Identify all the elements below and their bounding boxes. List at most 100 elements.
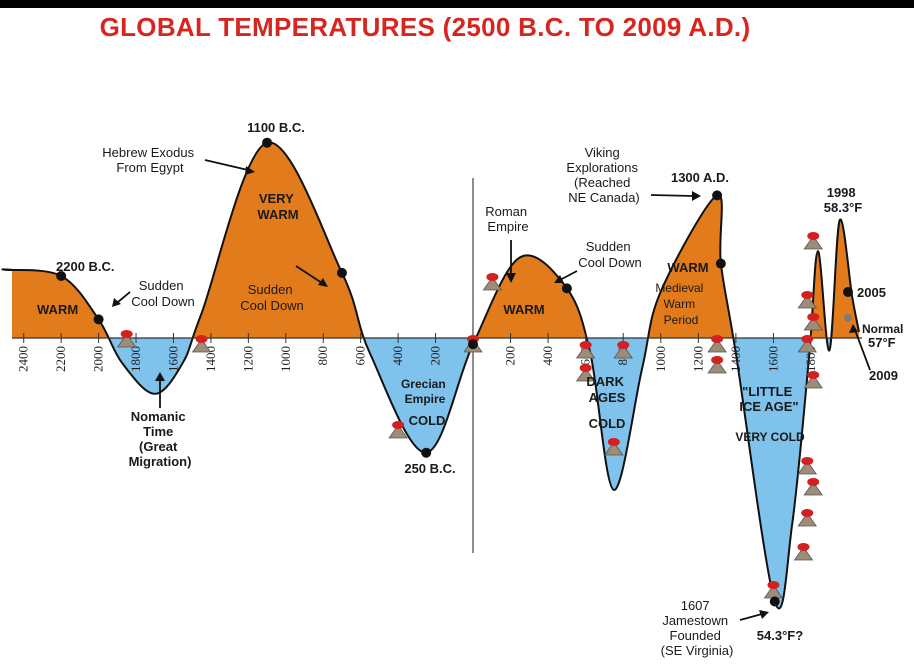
arrowhead-3 xyxy=(245,166,255,175)
volcano-icon xyxy=(763,581,784,599)
data-marker-dot-2005 xyxy=(843,287,853,297)
annotation-arrows xyxy=(117,159,871,621)
volcano-icon xyxy=(803,371,824,389)
tick-label-bc-1000: 1000 xyxy=(278,346,293,372)
chart-title: GLOBAL TEMPERATURES (2500 B.C. TO 2009 A… xyxy=(99,12,751,42)
sudden-cool-label-1: Sudden Cool Down xyxy=(131,278,195,309)
arrowhead-6 xyxy=(554,275,564,283)
data-marker-dot xyxy=(715,258,726,269)
arrowhead-2 xyxy=(155,372,165,381)
tick-label-bc-1800: 1800 xyxy=(128,346,143,372)
eruption-plume xyxy=(120,330,133,338)
marker-label-2200bc: 2200 B.C. xyxy=(56,259,115,274)
volcano-icon xyxy=(797,509,818,527)
eruption-plume xyxy=(807,313,820,321)
tick-label-bc-800: 800 xyxy=(315,346,330,366)
nomanic-label: Nomanic Time (Great Migration) xyxy=(129,409,192,469)
tick-label-ad-1400: 1400 xyxy=(728,346,743,372)
warm-label-1: WARM xyxy=(37,302,78,317)
dark-ages-label: DARK AGES xyxy=(586,374,627,405)
marker-label-250bc: 250 B.C. xyxy=(404,461,455,476)
tick-label-bc-400: 400 xyxy=(390,346,405,366)
warm-area xyxy=(2,142,859,338)
arrow-hebrew-exodus xyxy=(204,159,249,171)
tick-label-ad-1200: 1200 xyxy=(690,346,705,372)
eruption-plume xyxy=(807,371,820,379)
eruption-plume xyxy=(711,356,724,364)
sudden-cool-label-3: Sudden Cool Down xyxy=(578,239,642,270)
arrowhead-4 xyxy=(318,278,328,287)
tick-label-ad-1000: 1000 xyxy=(653,346,668,372)
arrow-2009 xyxy=(854,329,871,371)
marker-label-2009: 2009 xyxy=(869,368,898,383)
volcano-icon xyxy=(388,421,408,439)
eruption-plume xyxy=(801,509,814,517)
volcano-cone xyxy=(707,362,727,374)
data-marker-dot-2009 xyxy=(844,314,852,322)
arrow-jamestown xyxy=(739,613,763,621)
area-layer xyxy=(1,141,860,610)
volcano-icon xyxy=(803,313,824,331)
grecian-empire-label: Grecian Empire xyxy=(401,377,449,406)
eruption-plume xyxy=(617,341,630,349)
volcano-icon xyxy=(793,543,814,561)
jamestown-label: 1607 Jamestown Founded (SE Virginia) xyxy=(661,598,734,658)
viking-label: Viking Explorations (Reached NE Canada) xyxy=(566,145,641,205)
eruption-plume xyxy=(486,273,499,281)
very-warm-label: VERY WARM xyxy=(257,191,298,222)
volcano-icon xyxy=(191,335,212,353)
volcano-icon xyxy=(797,335,818,353)
eruption-plume xyxy=(801,291,814,299)
volcano-cone xyxy=(797,515,818,527)
arrow-sudden-cool-3 xyxy=(559,270,578,281)
volcano-icon xyxy=(707,335,727,353)
arrowhead-8 xyxy=(759,610,769,619)
volcano-cone xyxy=(707,341,727,353)
marker-layer xyxy=(56,137,853,607)
roman-empire-label: Roman Empire xyxy=(485,204,531,234)
data-marker-dot xyxy=(421,447,432,458)
marker-label-1100bc: 1100 B.C. xyxy=(247,120,305,135)
volcano-icon xyxy=(575,364,596,382)
volcano-icon xyxy=(797,291,818,309)
arrow-sudden-cool-1 xyxy=(117,291,131,303)
tick-label-bc-2200: 2200 xyxy=(53,346,68,372)
volcano-icon xyxy=(707,356,727,374)
volcano-cone xyxy=(803,484,824,496)
warm-label-2: WARM xyxy=(503,302,544,317)
eruption-plume xyxy=(579,364,592,372)
data-marker-dot xyxy=(336,267,347,278)
tick-label-bc-200: 200 xyxy=(428,346,443,366)
data-marker-dot xyxy=(468,339,478,350)
little-ice-age-label: "LITTLE ICE AGE" xyxy=(739,384,798,414)
arrow-heads xyxy=(112,166,858,619)
eruption-plume xyxy=(801,335,814,343)
tick-label-bc-1600: 1600 xyxy=(166,346,181,372)
tick-label-bc-600: 600 xyxy=(353,346,368,366)
volcano-layer xyxy=(116,232,824,599)
low-temp-label: 54.3°F? xyxy=(757,628,803,643)
tick-label-bc-1200: 1200 xyxy=(240,346,255,372)
eruption-plume xyxy=(801,457,814,465)
volcano-icon xyxy=(116,330,137,348)
volcano-cone xyxy=(797,463,818,475)
marker-label-2005: 2005 xyxy=(857,285,886,300)
eruption-plume xyxy=(607,438,620,446)
tick-label-bc-2000: 2000 xyxy=(91,346,106,372)
data-marker-dot xyxy=(93,314,104,325)
top-bar xyxy=(0,0,914,8)
arrowhead-9 xyxy=(849,324,858,333)
cold-label-2: COLD xyxy=(589,416,626,431)
arrow-sudden-cool-2 xyxy=(295,265,323,284)
data-marker-dot xyxy=(56,271,67,281)
medieval-label: Medieval Warm Period xyxy=(655,281,706,327)
eruption-plume xyxy=(711,335,724,343)
normal-label: Normal xyxy=(862,322,903,336)
volcano-icon xyxy=(575,341,596,359)
eruption-plume xyxy=(195,335,208,343)
data-marker-dot xyxy=(262,137,273,148)
normal-value: 57°F xyxy=(868,335,896,350)
marker-label-1998: 1998 58.3°F xyxy=(824,185,863,215)
tick-label-bc-2400: 2400 xyxy=(16,346,31,372)
